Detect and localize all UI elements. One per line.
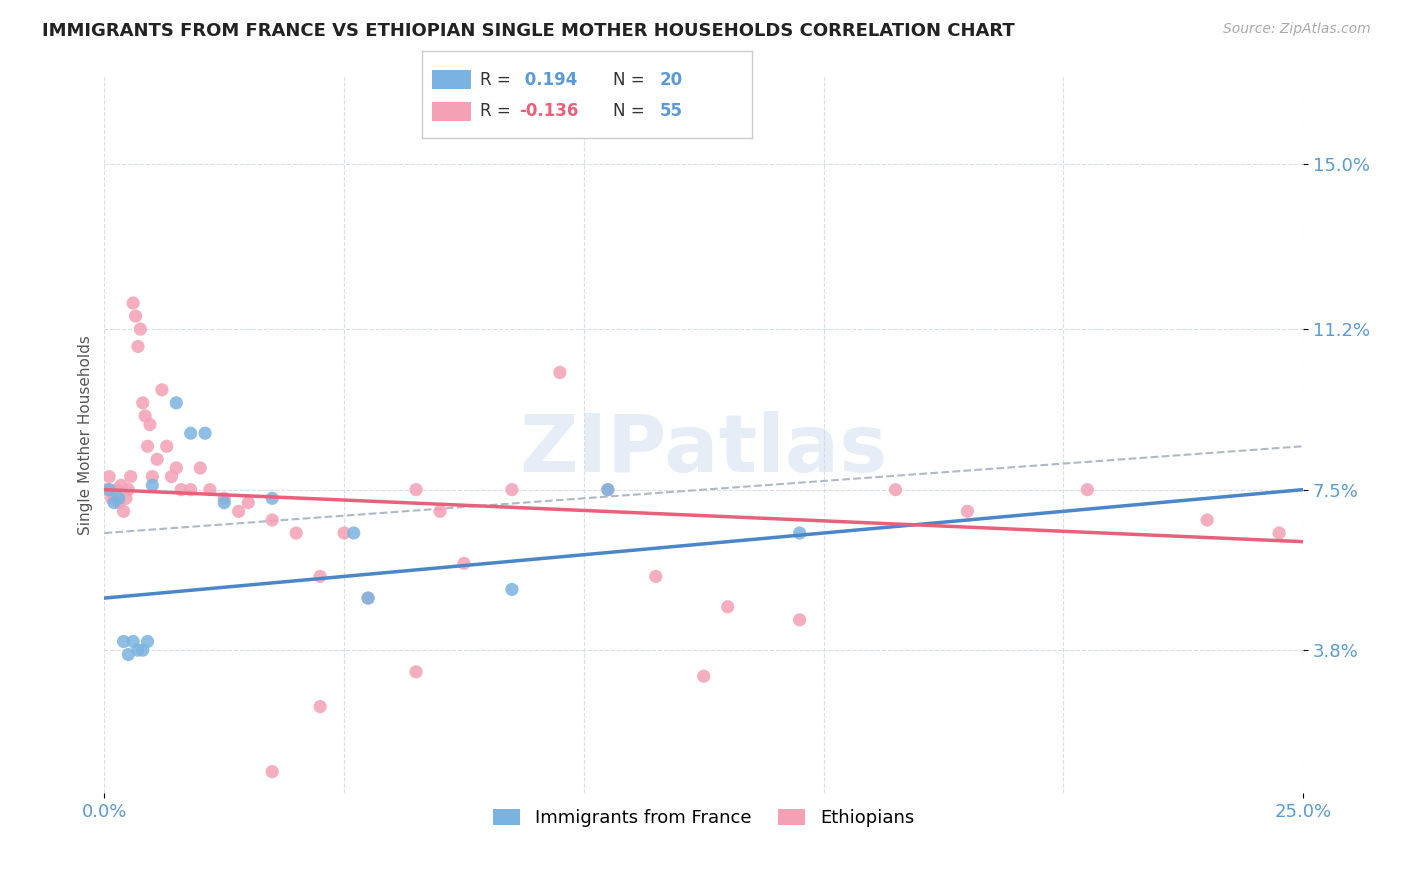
Point [429, 504, 451, 518]
Point [107, 491, 129, 506]
Text: Source: ZipAtlas.com: Source: ZipAtlas.com [1223, 22, 1371, 37]
Text: IMMIGRANTS FROM FRANCE VS ETHIOPIAN SINGLE MOTHER HOUSEHOLDS CORRELATION CHART: IMMIGRANTS FROM FRANCE VS ETHIOPIAN SING… [42, 22, 1015, 40]
Point [212, 496, 235, 510]
Point [100, 491, 122, 506]
Text: 20: 20 [659, 70, 683, 88]
Point [146, 452, 169, 467]
Point [107, 496, 129, 510]
Point [453, 557, 475, 571]
Point [644, 569, 666, 583]
Point [150, 383, 173, 397]
Point [112, 634, 135, 648]
Point [309, 569, 332, 583]
Point [188, 461, 211, 475]
Point [105, 483, 128, 497]
Point [165, 396, 187, 410]
Point [117, 483, 139, 497]
Point [98, 483, 121, 497]
Point [170, 483, 193, 497]
Point [156, 439, 179, 453]
Point [333, 526, 356, 541]
Point [103, 487, 125, 501]
Point [198, 483, 221, 497]
Point [309, 699, 332, 714]
Point [238, 496, 260, 510]
Point [136, 634, 159, 648]
Point [501, 483, 523, 497]
Point [596, 483, 619, 497]
Point [127, 339, 149, 353]
Point [136, 439, 159, 453]
Point [165, 461, 187, 475]
Point [212, 491, 235, 506]
Point [127, 643, 149, 657]
Point [122, 296, 145, 310]
Point [139, 417, 162, 432]
Point [548, 366, 571, 380]
Point [1076, 483, 1098, 497]
Point [134, 409, 156, 423]
Point [956, 504, 979, 518]
Point [117, 648, 139, 662]
Point [262, 491, 284, 506]
Point [98, 469, 121, 483]
Point [693, 669, 716, 683]
Point [124, 309, 146, 323]
Point [717, 599, 740, 614]
Point [110, 478, 132, 492]
Point [343, 526, 366, 541]
Text: 0.194: 0.194 [519, 70, 578, 88]
Point [789, 613, 811, 627]
Text: ZIPatlas: ZIPatlas [520, 410, 887, 489]
Text: -0.136: -0.136 [519, 103, 579, 120]
Point [194, 426, 217, 441]
Point [357, 591, 380, 606]
Point [112, 504, 135, 518]
Y-axis label: Single Mother Households: Single Mother Households [79, 335, 93, 535]
Bar [432, 102, 471, 120]
Point [115, 491, 138, 506]
Text: R =: R = [479, 103, 516, 120]
Point [228, 504, 250, 518]
Point [405, 483, 427, 497]
Point [120, 469, 142, 483]
Point [789, 526, 811, 541]
Point [103, 496, 125, 510]
Point [141, 478, 163, 492]
Legend: Immigrants from France, Ethiopians: Immigrants from France, Ethiopians [486, 802, 921, 834]
Text: 55: 55 [659, 103, 683, 120]
Point [357, 591, 380, 606]
Point [160, 469, 183, 483]
Point [122, 634, 145, 648]
Text: N =: N = [613, 70, 651, 88]
Point [180, 426, 202, 441]
Point [262, 513, 284, 527]
Point [501, 582, 523, 597]
Point [141, 469, 163, 483]
Point [1197, 513, 1219, 527]
Point [180, 483, 202, 497]
Point [132, 396, 155, 410]
Bar [432, 70, 471, 89]
Point [596, 483, 619, 497]
Point [884, 483, 907, 497]
Point [129, 322, 152, 336]
Point [262, 764, 284, 779]
Text: R =: R = [479, 70, 516, 88]
Point [1268, 526, 1291, 541]
Point [96, 483, 118, 497]
Point [285, 526, 308, 541]
Point [405, 665, 427, 679]
Text: N =: N = [613, 103, 651, 120]
Point [132, 643, 155, 657]
